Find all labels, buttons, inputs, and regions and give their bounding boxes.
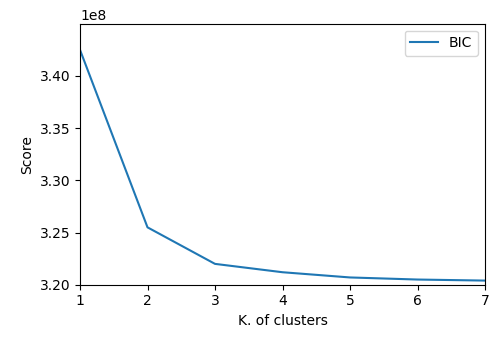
Legend: BIC: BIC bbox=[404, 31, 478, 56]
BIC bbox=[77, 48, 83, 52]
BIC bbox=[212, 262, 218, 266]
X-axis label: K. of clusters: K. of clusters bbox=[238, 314, 328, 328]
BIC bbox=[347, 275, 353, 279]
BIC bbox=[280, 270, 285, 274]
BIC bbox=[144, 225, 150, 230]
BIC bbox=[414, 278, 420, 282]
Y-axis label: Score: Score bbox=[20, 135, 34, 174]
Line: BIC: BIC bbox=[80, 50, 485, 281]
BIC bbox=[482, 279, 488, 283]
